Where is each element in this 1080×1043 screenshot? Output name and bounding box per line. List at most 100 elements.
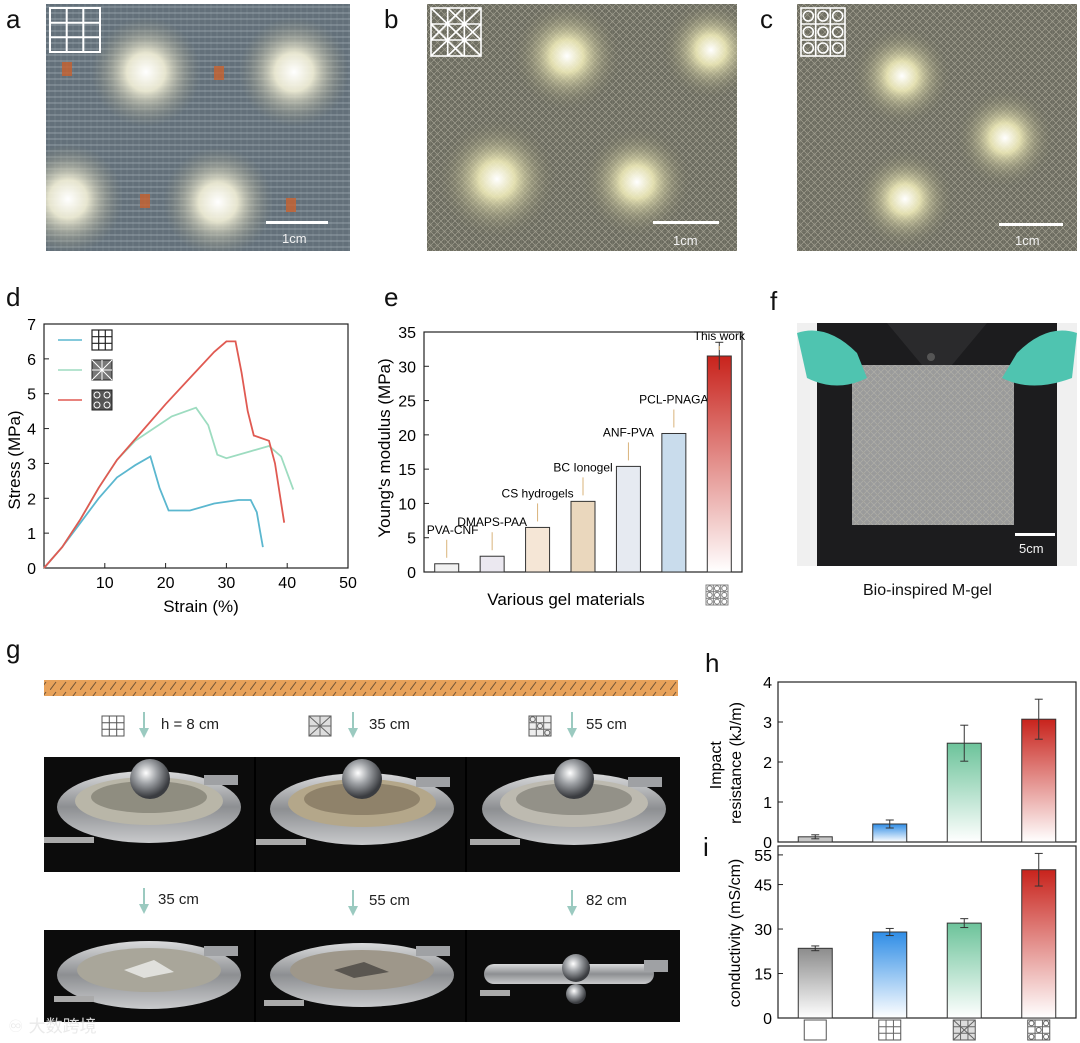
- apparatus-broken-1: [54, 941, 241, 1009]
- square-grid-icon-frame: [878, 1019, 902, 1041]
- panel-letter-f: f: [770, 286, 778, 316]
- chart-d-frame: [43, 323, 349, 569]
- g-top-arrow-2: [348, 712, 358, 745]
- hierarchical-grid-icon-circle: [1035, 1027, 1042, 1033]
- g-bottom-label-2: 55 cm: [369, 892, 410, 909]
- photo-c: 1cm: [797, 4, 1077, 251]
- hierarchical-grid-icon-circle: [1043, 1020, 1050, 1027]
- chart-d-xtick-label: 50: [339, 575, 357, 592]
- chart-e-ytick-label: 35: [398, 325, 416, 342]
- g-top-label-2: 35 cm: [369, 716, 410, 733]
- chart-e-category-label: BC Ionogel: [553, 460, 612, 474]
- chart-h-ytick-label: 2: [763, 755, 772, 772]
- photo-a-texture: [46, 4, 350, 251]
- chart-e-bar: [570, 500, 596, 573]
- g-ground: [44, 680, 678, 696]
- chart-i-bar: [946, 922, 982, 1019]
- square-grid-small-icon: [101, 715, 125, 737]
- g-top-arrow-3: [567, 712, 577, 745]
- chart-d-ytick-label: 0: [27, 561, 36, 578]
- scale-bar-c: [999, 223, 1063, 226]
- g-top-photo-scene: [44, 757, 680, 872]
- chart-i-ytick-label: 15: [754, 967, 772, 984]
- g-top-arrow-1: [139, 712, 149, 745]
- legend-diagonal-grid-icon: [91, 359, 113, 381]
- photo-c-texture: [797, 4, 1077, 251]
- g-bottom-photo-scene: [44, 930, 680, 1022]
- g-bottom-arrow-1: [139, 888, 149, 921]
- chart-e-category-label: CS hydrogels: [502, 486, 574, 500]
- watermark-logo-icon: ♾: [8, 1017, 24, 1037]
- chart-e-category-label: PVA-CNF: [427, 523, 479, 537]
- chart-d-legend: [58, 329, 113, 411]
- chart-d-series-line: [43, 340, 286, 569]
- chart-hi: 0 1 2 3 4 0 15 30 45 55 Impact resistance (kJ/m)…: [708, 675, 1077, 1041]
- hierarchical-grid-icon-circle: [1028, 1020, 1035, 1027]
- chart-e-bar: [661, 432, 687, 573]
- diagonal-grid-icon: [952, 1019, 976, 1041]
- chart-e-ytick-label: 0: [407, 565, 416, 582]
- f-caption: Bio-inspired M-gel: [863, 582, 992, 599]
- chart-i-bar: [872, 931, 908, 1019]
- g-top-icon-square-grid: [101, 715, 125, 742]
- chart-e-ytick-label: 10: [398, 496, 416, 513]
- diagonal-grid-small-icon: [308, 715, 332, 737]
- diagonal-grid-icon: [430, 7, 482, 57]
- g-top-label-1: h = 8 cm: [161, 716, 219, 733]
- g-bottom-photos: [44, 930, 680, 1022]
- hierarchical-grid-small-icon: [528, 715, 552, 737]
- chart-e-ytick-label: 25: [398, 394, 416, 411]
- scale-label-f: 5cm: [1019, 541, 1044, 556]
- chart-i-ytick-label: 45: [754, 878, 772, 895]
- photo-a: 1cm: [46, 4, 350, 251]
- chart-i-ytick-label: 30: [754, 922, 772, 939]
- chart-d-xtick-label: 40: [278, 575, 296, 592]
- scale-bar-f: [1015, 533, 1055, 536]
- chart-h-ylabel: Impact resistance (kJ/m): [708, 702, 745, 824]
- square-grid-icon: [49, 7, 101, 53]
- hierarchical-grid-icon: [1027, 1019, 1051, 1041]
- g-top-photos: [44, 757, 680, 872]
- chart-e-ytick-label: 15: [398, 462, 416, 479]
- panel-letter-g: g: [6, 634, 21, 664]
- g-top-icon-hierarchical-grid: [528, 715, 552, 742]
- chart-e-category-label: PCL-PNAGA: [639, 392, 708, 406]
- chart-d-series-line: [43, 406, 295, 569]
- apparatus-3: [470, 759, 666, 845]
- photo-f: 5cm: [797, 323, 1077, 566]
- chart-e: 0 5 10 15 20 25 30 35 Young's modulus (MPa) Var…: [375, 325, 746, 609]
- g-top-icon-diagonal-grid: [308, 715, 332, 742]
- chart-d-ylabel: Stress (MPa): [5, 410, 24, 509]
- chart-h-ylabel-line2: resistance (kJ/m): [728, 702, 745, 824]
- apparatus-broken-3: [480, 954, 668, 1004]
- panel-letter-c: c: [760, 4, 773, 34]
- down-arrow-icon: [139, 888, 149, 914]
- chart-h-ylabel-line1: Impact: [708, 741, 725, 790]
- down-arrow-icon: [348, 712, 358, 738]
- chart-e-category-label: This work: [694, 329, 746, 343]
- chart-e-bar: [434, 563, 460, 573]
- photo-b: 1cm: [427, 4, 737, 251]
- chart-i-ylabel: conductivity (mS/cm): [727, 859, 744, 1007]
- hierarchical-grid-icon-circle: [1043, 1033, 1050, 1040]
- panel-letter-e: e: [384, 282, 399, 312]
- watermark: ♾ 大数跨境: [8, 1012, 97, 1037]
- chart-e-ytick-label: 5: [407, 531, 416, 548]
- hierarchical-grid-icon-circle: [1028, 1033, 1035, 1040]
- square-grid-icon-lines: [878, 1020, 901, 1040]
- panel-letter-b: b: [384, 4, 399, 34]
- chart-d-ytick-label: 3: [27, 456, 36, 473]
- chart-d-series-line: [43, 455, 264, 569]
- chart-d-xtick-label: 10: [96, 575, 114, 592]
- apparatus-1: [44, 759, 241, 843]
- chart-d-ytick-label: 4: [27, 422, 36, 439]
- watermark-text: 大数跨境: [28, 1017, 97, 1037]
- g-bottom-arrow-2: [348, 890, 358, 923]
- panel-letter-i: i: [703, 832, 709, 862]
- down-arrow-icon: [348, 890, 358, 916]
- blank-square-icon: [803, 1019, 827, 1041]
- chart-h-ytick-label: 4: [763, 675, 772, 692]
- chart-e-bar: [615, 465, 641, 573]
- square-grid-icon: [878, 1019, 902, 1041]
- legend-hierarchical-grid-icon: [91, 389, 113, 411]
